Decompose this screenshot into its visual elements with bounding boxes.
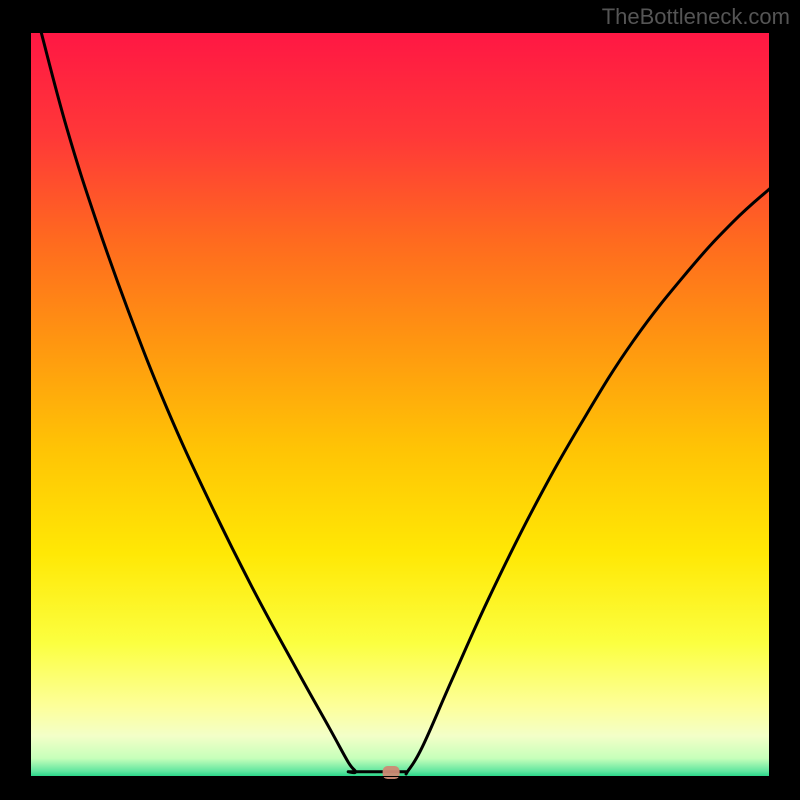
chart-container: TheBottleneck.com	[0, 0, 800, 800]
plot-area	[30, 32, 770, 777]
bottleneck-chart	[0, 0, 800, 800]
watermark-text: TheBottleneck.com	[602, 4, 790, 30]
optimum-marker	[383, 766, 400, 779]
